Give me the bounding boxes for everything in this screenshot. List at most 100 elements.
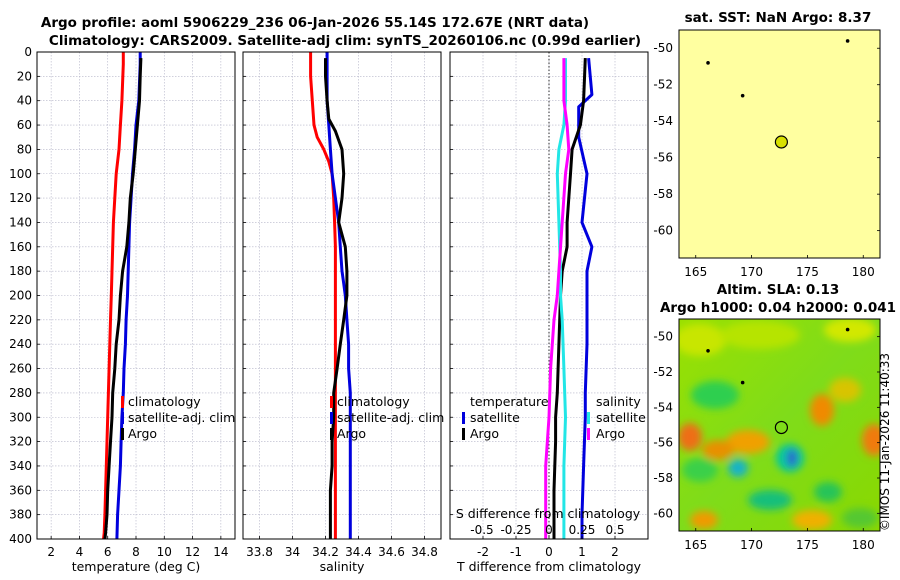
temperature-grid (37, 51, 235, 540)
map-x-tick-label: 175 (796, 538, 819, 552)
sla-anomaly (720, 321, 800, 349)
x-tick-label: 14 (213, 545, 228, 559)
temperature-series (102, 52, 143, 540)
y-tick-label: 260 (9, 362, 32, 376)
x-tick-label: -1 (510, 545, 522, 559)
x-tick-label: 2 (611, 545, 619, 559)
y-tick-label: 160 (9, 240, 32, 254)
legend-label-s-satellite: satellite (596, 410, 646, 425)
y-tick-label: 300 (9, 410, 32, 424)
salinity-ticks: 33.8 34 34.2 34.4 34.6 34.8 (243, 51, 438, 559)
legend-label-argo: Argo (337, 426, 366, 441)
y-tick-label: 320 (9, 435, 32, 449)
sla-anomaly (691, 381, 739, 409)
y-tick-label: 200 (9, 289, 32, 303)
temperature-xlabel: temperature (deg C) (72, 559, 201, 574)
prior-position-marker (740, 380, 745, 385)
argo-float-marker (774, 420, 788, 435)
y-tick-label: 360 (9, 483, 32, 497)
y-tick-label: 0 (24, 45, 32, 59)
salinity-grid (243, 51, 441, 540)
y-tick-label: 120 (9, 191, 32, 205)
prior-position-marker (845, 39, 850, 43)
figure-title-line2: Climatology: CARS2009. Satellite-adj cli… (49, 33, 641, 49)
figure-title-line1: Argo profile: aoml 5906229_236 06-Jan-20… (41, 15, 589, 31)
y-tick-label: 40 (17, 94, 32, 108)
salinity-xlabel: salinity (320, 559, 365, 574)
legend-label-climatology: climatology (128, 394, 201, 409)
difference-xlabel: T difference from climatology (456, 559, 642, 574)
legend-title-salinity: salinity (596, 394, 641, 409)
sla-anomaly (682, 458, 718, 482)
x-tick-label: 6 (104, 545, 112, 559)
x-tick-label: 8 (132, 545, 140, 559)
series-line-salinity-argo (544, 58, 571, 539)
difference-x2label: S difference from climatology (456, 506, 641, 521)
legend-label-s-argo: Argo (596, 426, 625, 441)
prior-position-marker (845, 327, 850, 332)
y-tick-label: 400 (9, 532, 32, 546)
legend-label-satellite: satellite-adj. clim (128, 410, 235, 425)
sla-map-panel: Altim. SLA: 0.13 Argo h1000: 0.04 h2000:… (653, 282, 896, 552)
salinity-profile-panel: 33.8 34 34.2 34.4 34.6 34.8 salinity climatol… (242, 51, 444, 574)
legend-label-climatology: climatology (337, 394, 410, 409)
legend-swatch-s-satellite (587, 412, 590, 424)
sla-anomaly (810, 394, 834, 426)
map-y-tick-label: -52 (653, 365, 673, 379)
sla-anomaly (679, 423, 702, 451)
map-x-tick-label: 165 (684, 265, 707, 279)
y-tick-label: 80 (17, 142, 32, 156)
difference-series (544, 57, 594, 539)
series-line-salinity-satellite (555, 58, 567, 539)
difference-legend-salinity: salinity satellite Argo (587, 394, 646, 441)
legend-swatch-argo (121, 428, 124, 440)
x-tick-label: 1 (578, 545, 586, 559)
x-tick-label: 12 (185, 545, 200, 559)
series-line-argo (103, 58, 143, 540)
map-y-tick-label: -58 (653, 187, 673, 201)
temperature-profile-panel: 0 20 40 60 80 100 120 140 160 180 200 220 240 260 280 3… (9, 45, 236, 574)
x-tick-label: -2 (477, 545, 489, 559)
difference-profile-panel: -2 -1 0 1 2 T difference from climatology S … (449, 51, 649, 574)
map-y-tick-label: -52 (653, 78, 673, 92)
sst-map-points (706, 39, 850, 149)
temperature-legend: climatology satellite-adj. clim Argo (121, 394, 235, 441)
map-x-tick-label: 165 (684, 538, 707, 552)
sst-map-ticks: 165 170 175 180 -50 -52 -54 -56 -58 -60 (653, 41, 880, 279)
legend-swatch-t-satellite (462, 412, 465, 424)
s-diff-ticklabels: -0.5 -0.25 0 0.25 0.5 (470, 523, 624, 537)
sla-heatmap (679, 319, 880, 531)
legend-swatch-t-argo (462, 428, 465, 440)
map-x-tick-label: 170 (740, 538, 763, 552)
legend-swatch-argo (330, 428, 333, 440)
map-y-tick-label: -50 (653, 41, 673, 55)
difference-grid (450, 51, 648, 540)
legend-swatch-s-argo (587, 428, 590, 440)
legend-swatch-climatology (330, 396, 333, 408)
s-diff-tick: 0.5 (605, 523, 624, 537)
y-tick-label: 60 (17, 118, 32, 132)
prior-position-marker (706, 349, 710, 353)
argo-float-marker (774, 135, 788, 149)
x-tick-label: 34 (285, 545, 300, 559)
map-y-tick-label: -54 (653, 400, 673, 414)
s-diff-tick: -0.5 (470, 523, 493, 537)
y-tick-label: 100 (9, 167, 32, 181)
sla-anomaly (728, 459, 748, 477)
sla-anomaly (748, 490, 792, 510)
series-line-satellite-adj-clim (325, 52, 352, 539)
x-tick-label: 34.2 (312, 545, 339, 559)
prior-position-marker (740, 93, 745, 98)
sla-anomaly (679, 324, 726, 356)
sla-anomaly (690, 511, 718, 529)
s-diff-tick: 0.25 (569, 523, 596, 537)
sst-map-title: sat. SST: NaN Argo: 8.37 (685, 10, 872, 26)
legend-label-argo: Argo (128, 426, 157, 441)
s-diff-tick: 0 (545, 523, 553, 537)
sla-map-points (706, 327, 850, 435)
legend-label-t-argo: Argo (470, 426, 499, 441)
temperature-ticks: 0 20 40 60 80 100 120 140 160 180 200 220 240 260 280 3… (9, 45, 228, 559)
sla-anomaly (726, 430, 770, 454)
y-tick-label: 140 (9, 215, 32, 229)
sla-map-ticks: 165 170 175 180 -50 -52 -54 -56 -58 -60 (653, 330, 880, 552)
